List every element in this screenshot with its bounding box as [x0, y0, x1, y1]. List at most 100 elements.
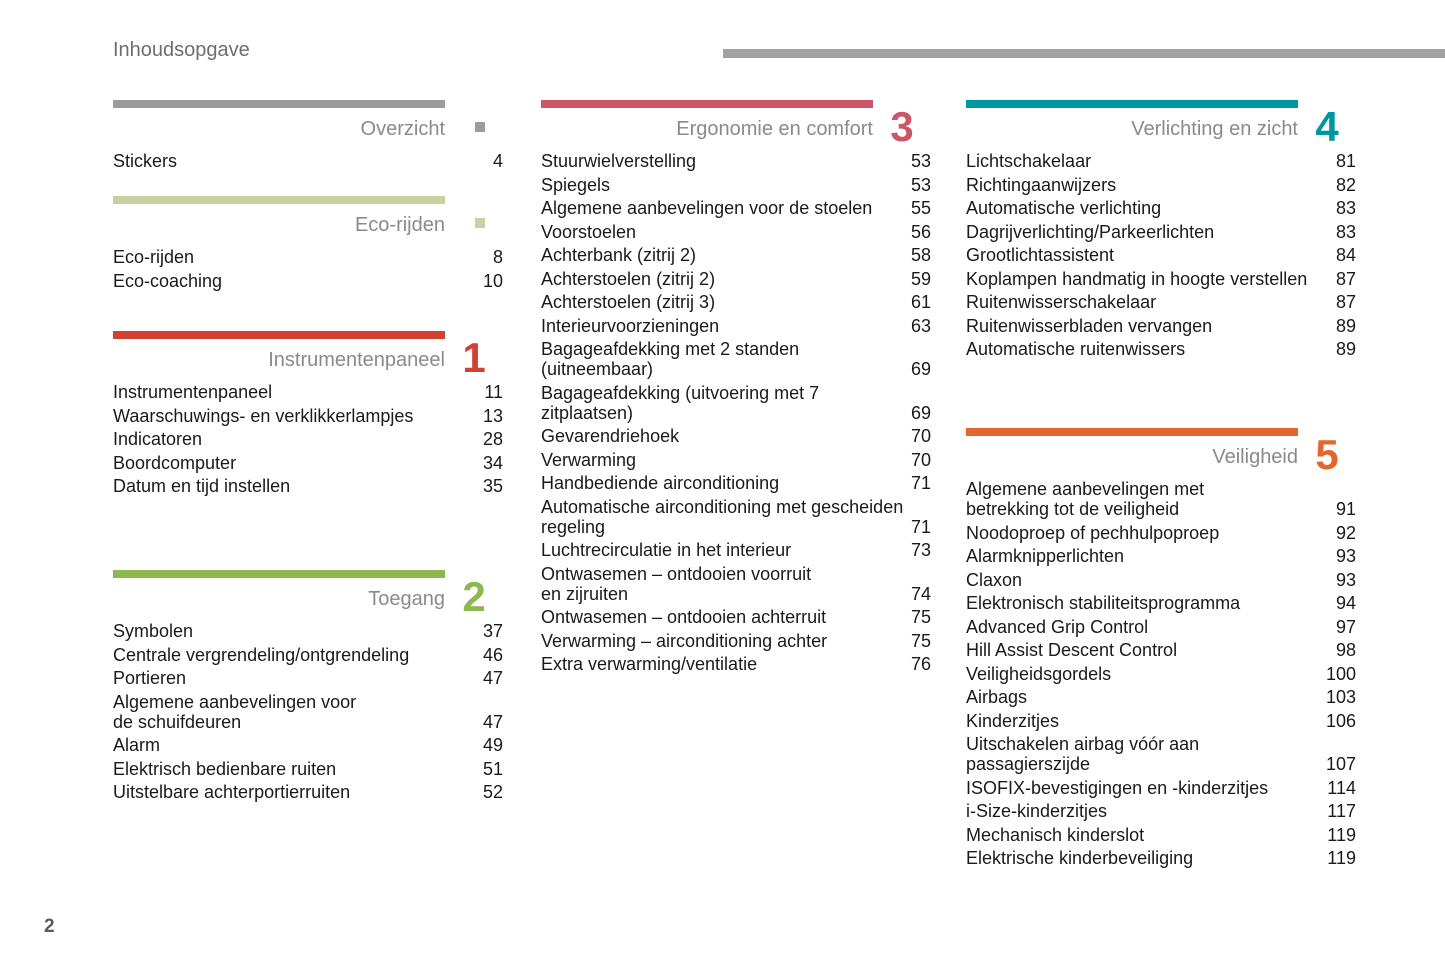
section-overzicht: Overzicht Stickers 4	[113, 100, 503, 175]
toc-entry: Waarschuwings- en verklikkerlampjes 13	[113, 406, 503, 426]
toc-entry: Advanced Grip Control 97	[966, 617, 1356, 637]
toc-entry-page: 119	[1327, 824, 1356, 845]
toc-entry: Automatische airconditioning met geschei…	[541, 497, 931, 537]
toc-entry-page: 81	[1335, 151, 1356, 171]
toc-entry-label: Alarmknipperlichten	[966, 546, 1125, 566]
toc-entry: Bagageafdekking met 2 standen (uitneemba…	[541, 339, 931, 379]
toc-entry-label: Algemene aanbevelingen voor de stoelen	[541, 198, 873, 218]
toc-entry-label: Advanced Grip Control	[966, 616, 1149, 637]
toc-entry: Grootlichtassistent 84	[966, 245, 1356, 265]
section-bar	[966, 428, 1298, 436]
toc-entry-page: 75	[910, 630, 931, 651]
section-number: 1	[462, 334, 486, 381]
toc-entry-page: 87	[1335, 268, 1356, 289]
toc-entry-page: 75	[910, 607, 931, 627]
toc-entry: Voorstoelen 56	[541, 222, 931, 242]
toc-entry: Richtingaanwijzers 82	[966, 175, 1356, 195]
toc-entry: Bagageafdekking (uitvoering met 7 zitpla…	[541, 383, 931, 423]
toc-entry-label: Datum en tijd instellen	[113, 476, 291, 496]
toc-entry-label: Ontwasemen – ontdooien voorruit en zijru…	[541, 563, 812, 604]
toc-entry-page: 69	[910, 402, 931, 423]
toc-entry: Symbolen 37	[113, 621, 503, 641]
toc-entry: Spiegels 53	[541, 175, 931, 195]
toc-entry: Centrale vergrendeling/ontgrendeling 46	[113, 645, 503, 665]
toc-entry-page: 53	[910, 174, 931, 195]
toc-entry: Lichtschakelaar 81	[966, 151, 1356, 171]
toc-entry-label: Lichtschakelaar	[966, 151, 1092, 171]
toc-entry: Luchtrecirculatie in het interieur 73	[541, 540, 931, 560]
toc-entry-label: Centrale vergrendeling/ontgrendeling	[113, 644, 410, 665]
toc-entry-page: 11	[484, 382, 503, 402]
toc-entry-page: 76	[910, 654, 931, 674]
toc-entry-label: Koplampen handmatig in hoogte verstellen	[966, 268, 1308, 289]
toc-column-1: Overzicht Stickers 4 Eco-rijden Eco-rijden 8 E…	[113, 0, 503, 963]
section-entries: Instrumentenpaneel 11 Waarschuwings- en ve…	[113, 382, 503, 496]
section-entries: Stickers 4	[113, 151, 503, 171]
toc-entry-page: 63	[910, 315, 931, 336]
toc-entry: Ruitenwisserschakelaar 87	[966, 292, 1356, 312]
section-instrumentenpaneel: Instrumentenpaneel 1 Instrumentenpaneel 11 W…	[113, 331, 503, 500]
toc-entry-page: 69	[910, 359, 931, 379]
toc-entry-page: 73	[910, 540, 931, 560]
toc-entry: Portieren 47	[113, 668, 503, 688]
toc-entry-page: 52	[482, 782, 503, 802]
toc-entry: Elektrische kinderbeveiliging 119	[966, 848, 1356, 868]
toc-entry-page: 61	[910, 292, 931, 312]
toc-entry-page: 10	[482, 270, 503, 291]
section-title: Instrumentenpaneel	[268, 349, 445, 371]
toc-entry-page: 87	[1335, 292, 1356, 312]
toc-entry: Algemene aanbevelingen voor de schuifdeu…	[113, 692, 503, 732]
toc-entry-label: Uitstelbare achterportierruiten	[113, 782, 351, 802]
section-head: Instrumentenpaneel	[113, 348, 445, 372]
toc-entry: Claxon 93	[966, 570, 1356, 590]
page-number: 2	[44, 916, 55, 937]
toc-entry-page: 91	[1335, 499, 1356, 519]
section-title: Verlichting en zicht	[1131, 118, 1298, 140]
section-title: Eco-rijden	[354, 214, 445, 236]
section-number: 3	[890, 103, 914, 150]
section-title: Ergonomie en comfort	[676, 118, 873, 140]
toc-entry-label: Portieren	[113, 668, 187, 688]
toc-entry-page: 103	[1325, 687, 1356, 707]
toc-entry-label: Voorstoelen	[541, 221, 637, 242]
toc-entry: ISOFIX-bevestigingen en -kinderzitjes 114	[966, 778, 1356, 798]
toc-entry-label: Kinderzitjes	[966, 710, 1060, 731]
toc-entry: Alarmknipperlichten 93	[966, 546, 1356, 566]
toc-entry-page: 13	[482, 405, 503, 426]
toc-entry-page: 35	[482, 476, 503, 496]
toc-entry: Algemene aanbevelingen voor de stoelen 55	[541, 198, 931, 218]
section-entries: Symbolen 37 Centrale vergrendeling/ontgren…	[113, 621, 503, 802]
section-bar	[113, 570, 445, 578]
toc-entry-page: 83	[1335, 198, 1356, 218]
toc-entry: Mechanisch kinderslot 119	[966, 825, 1356, 845]
toc-entry-label: Handbediende airconditioning	[541, 473, 780, 493]
toc-entry: Ontwasemen – ontdooien voorruit en zijru…	[541, 564, 931, 604]
toc-entry-page: 119	[1327, 848, 1356, 868]
toc-entry-label: Algemene aanbevelingen met betrekking to…	[966, 479, 1205, 519]
toc-entry-page: 100	[1325, 663, 1356, 684]
toc-entry-label: Mechanisch kinderslot	[966, 824, 1145, 845]
toc-entry-label: Waarschuwings- en verklikkerlampjes	[113, 405, 414, 426]
toc-entry-label: Boordcomputer	[113, 452, 237, 473]
section-head: Toegang	[113, 587, 445, 611]
toc-entry-page: 53	[910, 151, 931, 171]
toc-entry-label: Luchtrecirculatie in het interieur	[541, 540, 792, 560]
section-bar	[113, 196, 445, 204]
toc-entry-label: Ruitenwisserschakelaar	[966, 292, 1157, 312]
toc-entry-label: Interieurvoorzieningen	[541, 315, 720, 336]
toc-entry: Interieurvoorzieningen 63	[541, 316, 931, 336]
section-ergonomie-en-comfort: Ergonomie en comfort 3 Stuurwielverstellin…	[541, 100, 931, 678]
toc-entry-page: 71	[910, 473, 931, 493]
toc-entry-label: Claxon	[966, 569, 1023, 590]
toc-entry-page: 114	[1327, 777, 1356, 798]
toc-entry-label: Verwarming	[541, 449, 637, 470]
section-head: Eco-rijden	[113, 213, 445, 237]
toc-entry: Dagrijverlichting/Parkeerlichten 83	[966, 222, 1356, 242]
toc-entry-page: 84	[1335, 245, 1356, 265]
toc-entry: Eco-rijden 8	[113, 247, 503, 267]
section-bar	[113, 100, 445, 108]
toc-entry: Achterstoelen (zitrij 2) 59	[541, 269, 931, 289]
toc-entry: Noodoproep of pechhulpoproep 92	[966, 523, 1356, 543]
toc-entry-page: 117	[1327, 801, 1356, 821]
